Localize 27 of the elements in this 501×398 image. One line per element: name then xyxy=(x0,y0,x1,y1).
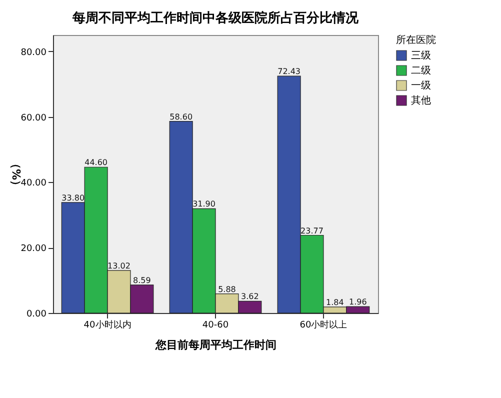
y-tick-label: 60.00 xyxy=(20,113,47,124)
x-tick-label: 40小时以内 xyxy=(84,320,132,330)
y-tick-label: 0.00 xyxy=(26,310,47,320)
x-tick-label: 60小时以上 xyxy=(300,320,348,330)
chart-title: 每周不同平均工作时间中各级医院所占百分比情况 xyxy=(72,10,360,26)
data-label: 13.02 xyxy=(108,261,130,270)
y-tick-label: 20.00 xyxy=(20,244,47,254)
x-tick-label: 40-60 xyxy=(202,320,229,330)
data-label: 44.60 xyxy=(84,158,108,168)
data-label: 8.59 xyxy=(133,276,151,285)
legend-title: 所在医院 xyxy=(396,34,436,46)
data-label: 1.96 xyxy=(348,298,367,307)
data-label: 31.90 xyxy=(192,200,216,209)
y-tick-label: 80.00 xyxy=(20,48,47,58)
x-axis-title: 您目前每周平均工作时间 xyxy=(154,338,276,352)
data-label: 5.88 xyxy=(218,284,236,294)
legend-label: 二级 xyxy=(411,64,431,76)
y-tick-label: 40.00 xyxy=(20,178,47,189)
data-label: 3.62 xyxy=(241,292,259,302)
data-label: 72.43 xyxy=(278,67,301,76)
data-label: 23.77 xyxy=(300,226,324,236)
legend-label: 一级 xyxy=(411,80,431,92)
legend-label: 其他 xyxy=(411,94,431,106)
data-label: 58.60 xyxy=(170,112,193,122)
data-label: 33.80 xyxy=(62,193,85,202)
data-label: 1.84 xyxy=(326,298,344,307)
legend-label: 三级 xyxy=(411,50,431,62)
